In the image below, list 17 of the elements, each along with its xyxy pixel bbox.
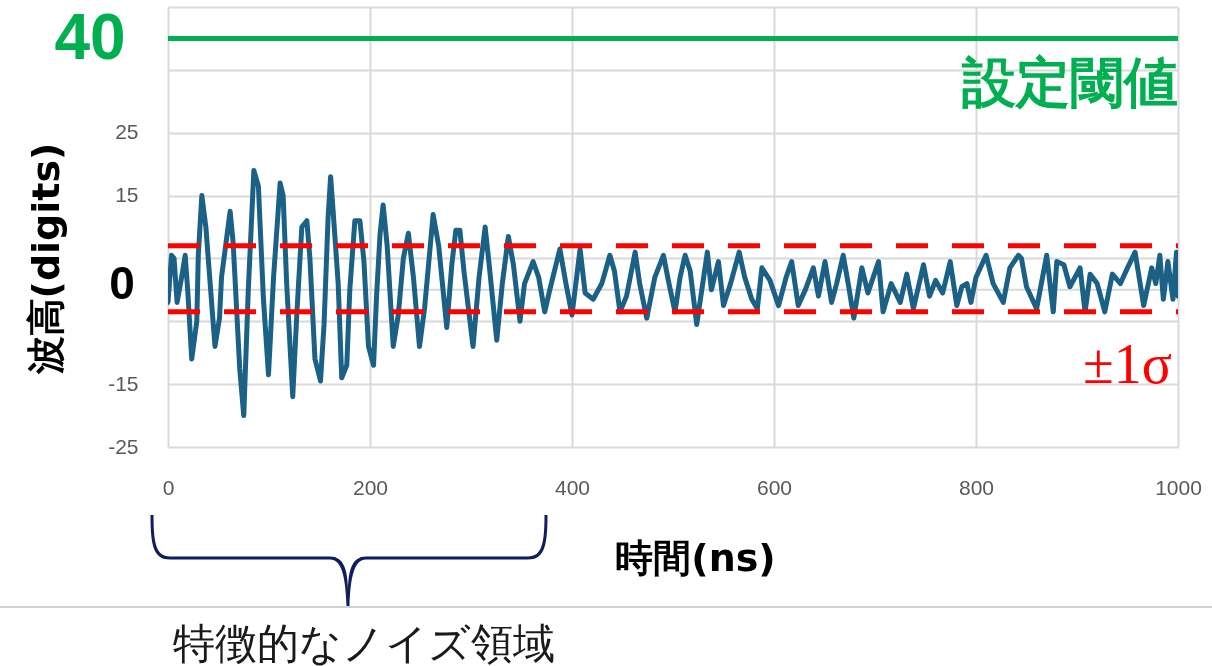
x-tick-label: 0 [162, 475, 175, 499]
x-tick-label: 200 [352, 475, 389, 499]
text: 40 [54, 1, 126, 73]
ref-line-label: ±1σ [1083, 332, 1172, 395]
y-tick-label: -25 [108, 434, 139, 458]
text: 特徴的なノイズ領域 [173, 619, 555, 666]
ref-line-label: 設定閾値 [961, 51, 1178, 115]
ref-line-label: 0 [109, 256, 135, 309]
x-tick-label: 600 [756, 475, 793, 499]
y-axis-title: 波高(digits) [23, 142, 68, 376]
x-tick-label: 800 [958, 475, 995, 499]
x-axis-title: 時間(ns) [615, 535, 776, 580]
y-tick-label: 15 [115, 183, 139, 207]
y-tick-label: 25 [115, 120, 139, 144]
x-tick-label: 400 [554, 475, 591, 499]
x-tick-label: 1000 [1155, 475, 1202, 499]
y-tick-label: -15 [108, 371, 139, 395]
